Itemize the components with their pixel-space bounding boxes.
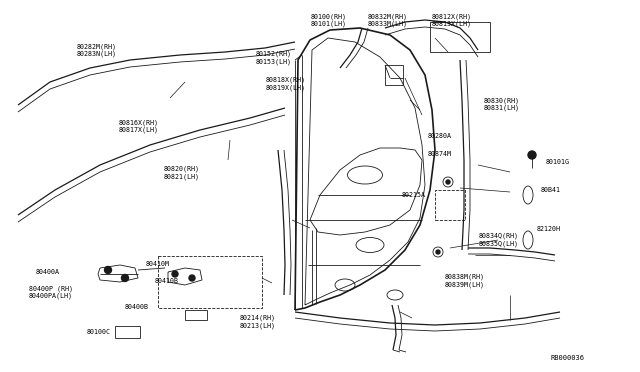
Circle shape — [436, 250, 440, 254]
Text: 80820(RH)
80821(LH): 80820(RH) 80821(LH) — [163, 166, 199, 180]
Text: 82120H: 82120H — [536, 226, 561, 232]
Circle shape — [446, 180, 450, 184]
Text: 80400A: 80400A — [35, 269, 60, 275]
Text: 80400P (RH)
80400PA(LH): 80400P (RH) 80400PA(LH) — [29, 285, 73, 299]
Text: 80280A: 80280A — [428, 133, 452, 139]
Text: 80101G: 80101G — [545, 159, 570, 165]
Circle shape — [172, 271, 178, 277]
Text: 80214(RH)
80213(LH): 80214(RH) 80213(LH) — [240, 315, 276, 329]
Text: 80410B: 80410B — [155, 278, 179, 284]
Text: 80830(RH)
80831(LH): 80830(RH) 80831(LH) — [483, 97, 519, 111]
Bar — [385, 65, 403, 85]
Text: 80818X(RH)
80819X(LH): 80818X(RH) 80819X(LH) — [266, 77, 306, 91]
Circle shape — [122, 275, 129, 282]
Bar — [435, 190, 465, 220]
Text: 80410M: 80410M — [146, 261, 170, 267]
Text: 80100(RH)
80101(LH): 80100(RH) 80101(LH) — [310, 13, 346, 28]
Circle shape — [189, 275, 195, 281]
Text: 80152(RH)
80153(LH): 80152(RH) 80153(LH) — [256, 51, 292, 65]
Text: RB000036: RB000036 — [550, 355, 584, 361]
Text: 80832M(RH)
80833M(LH): 80832M(RH) 80833M(LH) — [368, 13, 408, 28]
Text: 80874M: 80874M — [428, 151, 452, 157]
Text: 80215A: 80215A — [402, 192, 426, 198]
Circle shape — [104, 266, 111, 273]
Text: 80812X(RH)
80813X(LH): 80812X(RH) 80813X(LH) — [432, 13, 472, 28]
Text: 80B41: 80B41 — [541, 187, 561, 193]
Text: 80838M(RH)
80839M(LH): 80838M(RH) 80839M(LH) — [445, 274, 485, 288]
Text: 80282M(RH)
80283N(LH): 80282M(RH) 80283N(LH) — [77, 43, 116, 57]
Text: 80100C: 80100C — [86, 329, 111, 335]
Bar — [185, 310, 207, 320]
Text: 80400B: 80400B — [125, 304, 149, 310]
Bar — [430, 22, 490, 52]
Bar — [115, 326, 140, 338]
Circle shape — [528, 151, 536, 159]
Text: 80816X(RH)
80817X(LH): 80816X(RH) 80817X(LH) — [118, 119, 159, 134]
Text: 80834Q(RH)
80835Q(LH): 80834Q(RH) 80835Q(LH) — [479, 233, 519, 247]
